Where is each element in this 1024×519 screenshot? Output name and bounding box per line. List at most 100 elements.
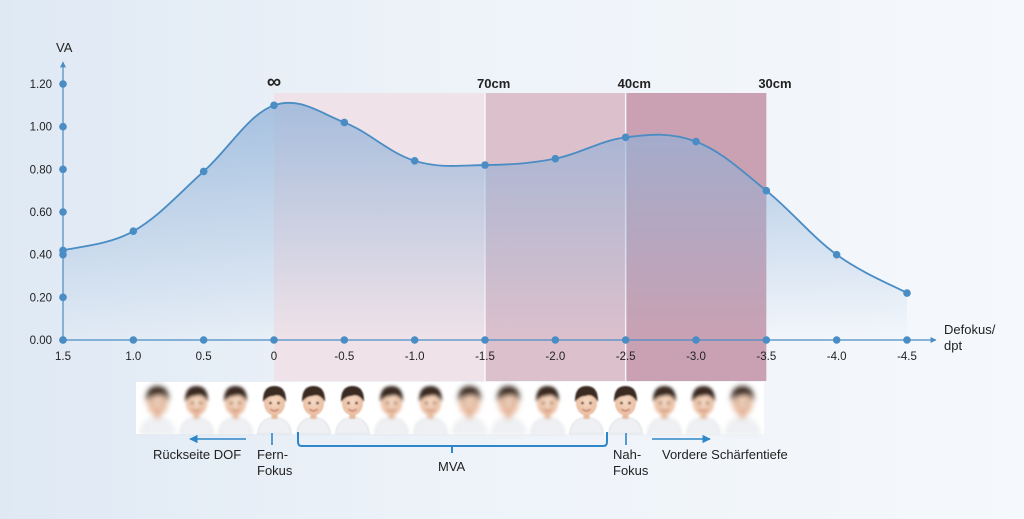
x-tick-dot bbox=[551, 336, 560, 344]
portrait-eye bbox=[667, 401, 670, 405]
y-tick-label: 0.80 bbox=[30, 164, 52, 176]
x-tick-label: 1.5 bbox=[55, 351, 71, 363]
y-tick-label: 1.20 bbox=[30, 79, 52, 91]
portrait-smile bbox=[699, 408, 708, 412]
data-point bbox=[481, 161, 489, 169]
data-point bbox=[762, 186, 771, 195]
y-tick-label: 0.20 bbox=[30, 292, 52, 304]
y-tick-dot bbox=[59, 250, 67, 259]
portrait-hair bbox=[223, 386, 248, 402]
child-portrait bbox=[335, 386, 370, 435]
y-tick-dot bbox=[59, 80, 67, 88]
data-point bbox=[410, 157, 419, 165]
child-portrait bbox=[413, 386, 448, 435]
annotations: Rückseite DOF Fern- Fokus MVA Nah- Fokus… bbox=[153, 432, 788, 478]
x-tick-label: -4.5 bbox=[897, 351, 917, 363]
child-portrait bbox=[647, 386, 682, 435]
portrait-eye bbox=[277, 401, 280, 405]
portrait-neck bbox=[154, 414, 161, 419]
data-point bbox=[621, 133, 630, 142]
y-tick-label: 0.40 bbox=[30, 250, 52, 262]
x-tick-label: 1.0 bbox=[125, 351, 141, 363]
child-portrait bbox=[257, 386, 292, 435]
child-portrait bbox=[608, 386, 643, 435]
x-tick-dot bbox=[903, 336, 911, 344]
portrait-eye bbox=[698, 401, 701, 405]
data-point bbox=[832, 250, 841, 259]
portrait-smile bbox=[387, 408, 396, 412]
x-tick-dot bbox=[199, 336, 208, 344]
y-tick-dot bbox=[59, 208, 67, 216]
portrait-hair bbox=[535, 386, 560, 402]
child-portrait bbox=[374, 386, 409, 435]
portrait-smile bbox=[270, 408, 279, 412]
portrait-eye bbox=[659, 401, 662, 405]
portrait-smile bbox=[231, 408, 240, 412]
y-axis-label: VA bbox=[56, 40, 73, 55]
portrait-neck bbox=[193, 414, 200, 419]
data-point bbox=[340, 118, 349, 127]
y-tick-label: 1.00 bbox=[30, 122, 52, 134]
x-tick-label: -2.0 bbox=[545, 351, 565, 363]
x-tick-label: -4.0 bbox=[827, 351, 847, 363]
x-tick-dot bbox=[129, 336, 138, 344]
portrait-eye bbox=[737, 401, 740, 405]
data-point bbox=[129, 227, 138, 235]
portrait-neck bbox=[622, 414, 629, 419]
front-dof-label: Vordere Schärfentiefe bbox=[662, 447, 788, 462]
portrait-eye bbox=[355, 401, 358, 405]
portrait-neck bbox=[232, 414, 239, 419]
child-portrait bbox=[218, 386, 253, 435]
mva-label: MVA bbox=[438, 459, 466, 474]
data-points bbox=[59, 80, 911, 344]
portrait-eye bbox=[589, 401, 592, 405]
distance-marker-label: 40cm bbox=[618, 76, 651, 91]
child-portrait bbox=[179, 386, 214, 435]
child-portrait bbox=[530, 386, 565, 435]
portrait-eye bbox=[550, 401, 553, 405]
portrait-smile bbox=[426, 408, 435, 412]
x-tick-label: 0 bbox=[271, 351, 277, 363]
portrait-neck bbox=[466, 414, 473, 419]
portrait-hair bbox=[613, 386, 638, 402]
portrait-hair bbox=[418, 386, 443, 402]
portrait-smile bbox=[543, 408, 552, 412]
portrait-hair bbox=[652, 386, 677, 402]
portrait-neck bbox=[310, 414, 317, 419]
area-fill bbox=[63, 102, 907, 340]
far-focus-label-line1: Fern- bbox=[257, 447, 288, 462]
mva-bracket bbox=[297, 432, 608, 453]
data-point bbox=[692, 137, 700, 146]
portrait-eye bbox=[394, 401, 397, 405]
x-tick-dot bbox=[270, 336, 278, 344]
portrait-smile bbox=[153, 408, 162, 412]
far-focus-label-line2: Fokus bbox=[257, 463, 293, 478]
child-portrait bbox=[140, 386, 175, 435]
photo-strip bbox=[140, 386, 760, 435]
portrait-hair bbox=[574, 386, 599, 402]
x-axis-label-line2: dpt bbox=[944, 338, 962, 353]
portrait-eye bbox=[386, 401, 389, 405]
portrait-eye bbox=[199, 401, 202, 405]
data-point bbox=[551, 154, 560, 163]
portrait-hair bbox=[730, 386, 755, 402]
portrait-hair bbox=[496, 386, 521, 402]
portrait-eye bbox=[464, 401, 467, 405]
data-point bbox=[270, 101, 278, 110]
portrait-eye bbox=[620, 401, 623, 405]
portrait-neck bbox=[739, 414, 746, 419]
portrait-smile bbox=[309, 408, 318, 412]
x-tick-dot bbox=[410, 336, 419, 344]
portrait-neck bbox=[427, 414, 434, 419]
portrait-smile bbox=[504, 408, 513, 412]
x-tick-label: -2.5 bbox=[616, 351, 636, 363]
tick-labels: 1.5 1.0 0.5 0 -0.5 -1.0 -1.5 -2.0 -2.5 -3.0 -3.5 -4… bbox=[30, 79, 917, 363]
portrait-eye bbox=[706, 401, 709, 405]
portrait-hair bbox=[340, 386, 365, 402]
portrait-eye bbox=[628, 401, 631, 405]
x-tick-dot bbox=[340, 336, 349, 344]
x-tick-label: -3.5 bbox=[756, 351, 776, 363]
portrait-eye bbox=[581, 401, 584, 405]
